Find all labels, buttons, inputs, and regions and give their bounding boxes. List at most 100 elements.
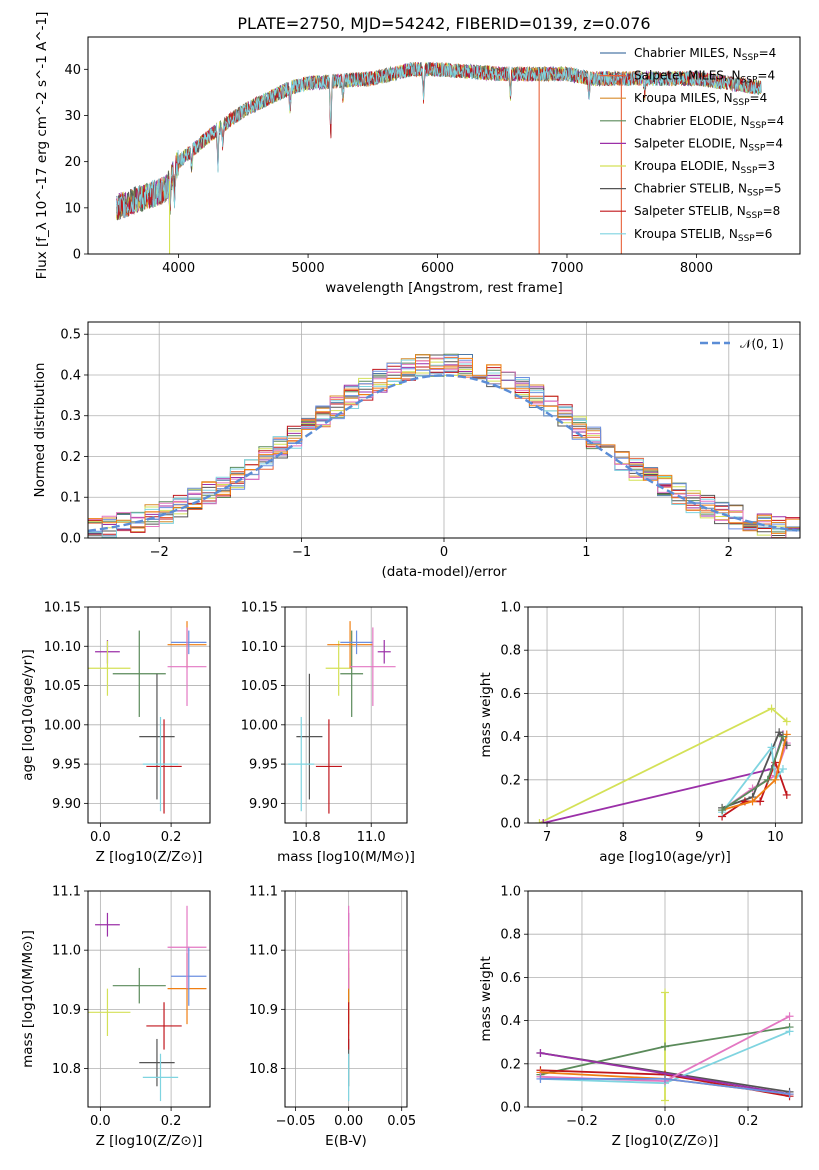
weight-marker	[661, 1042, 669, 1051]
plot-area	[88, 905, 207, 1102]
y-tick-label: 11.0	[52, 944, 81, 959]
legend-entry: Salpeter STELIB, NSSP=8	[634, 204, 780, 221]
y-axis-label: mass weight	[478, 672, 494, 757]
y-tick-label: 11.1	[249, 885, 278, 900]
y-tick-label: 0.1	[60, 491, 81, 506]
weight-marker	[718, 806, 727, 815]
panel-mass_weight_vs_age: 7 8 9 10 0.0 0.2 0.4 0.6 0.8 1.0 age [log10(age/yr…	[478, 601, 803, 865]
weight-marker	[767, 704, 776, 713]
y-tick-label: 10.05	[241, 679, 278, 694]
y-tick-label: 10.15	[44, 601, 81, 616]
x-axis-label: wavelength [Angstrom, rest frame]	[325, 280, 563, 296]
x-tick-label: 9	[695, 830, 703, 845]
panel-mass_vs_Z: 0.0 0.2 10.8 10.9 11.0 11.1 Z [log10(Z/Z⊙)] mas…	[20, 885, 211, 1149]
figure-title: PLATE=2750, MJD=54242, FIBERID=0139, z=0…	[237, 14, 650, 33]
plot-area	[536, 988, 794, 1105]
y-tick-label: 10.00	[241, 718, 278, 733]
residual-legend: 𝒩(0, 1)	[700, 337, 784, 351]
y-tick-label: 10.05	[44, 679, 81, 694]
y-axis-label: Flux [f_λ 10^-17 erg cm^-2 s^-1 A^-1]	[34, 12, 50, 280]
legend-entry: Chabrier MILES, NSSP=4	[634, 46, 776, 63]
spectrum-line	[116, 61, 762, 219]
y-tick-label: 0.4	[500, 1014, 521, 1029]
spectrum-legend: Chabrier MILES, NSSP=4 Salpeter MILES, NS…	[600, 46, 784, 244]
y-tick-label: 9.95	[249, 758, 278, 773]
weight-line	[539, 707, 788, 823]
x-tick-label: 4000	[162, 261, 195, 276]
y-tick-label: 1.0	[500, 885, 521, 900]
x-tick-label: 0	[440, 545, 448, 560]
axes-frame	[87, 606, 211, 824]
y-tick-label: 0.6	[500, 687, 521, 702]
legend-entry: Chabrier STELIB, NSSP=5	[634, 182, 782, 199]
axes-frame	[284, 606, 408, 824]
weight-marker	[771, 775, 780, 784]
y-axis-label: Normed distribution	[32, 363, 48, 498]
plot-area	[88, 621, 207, 814]
y-tick-label: 11.1	[52, 885, 81, 900]
normal-curve	[88, 374, 798, 533]
x-tick-label: 7000	[550, 261, 583, 276]
axes-frame	[87, 36, 801, 255]
x-tick-label: 0.2	[161, 1114, 182, 1129]
panel-mass_weight_vs_Z: −0.2 0.0 0.2 0.0 0.2 0.4 0.6 0.8 1.0 Z [log10(Z/Z…	[478, 885, 803, 1149]
y-tick-label: 0.0	[500, 817, 521, 832]
axes-frame	[87, 321, 801, 539]
weight-marker	[782, 730, 791, 739]
x-tick-label: 10	[767, 830, 784, 845]
y-tick-label: 0.4	[500, 730, 521, 745]
y-axis-label: age [log10(age/yr)]	[20, 649, 36, 781]
weight-marker	[782, 717, 791, 726]
legend-entry: Chabrier ELODIE, NSSP=4	[634, 114, 784, 131]
y-tick-label: 30	[64, 109, 81, 124]
y-tick-label: 10.15	[241, 601, 278, 616]
axes-frame	[87, 890, 211, 1108]
x-tick-label: 6000	[421, 261, 454, 276]
x-axis-label: Z [log10(Z/Z⊙)]	[96, 849, 203, 865]
panel-residuals: −2 −1 0 1 2 0.0 0.1 0.2 0.3 0.4 0.5 (data-model)/er…	[32, 321, 801, 580]
y-tick-label: 0.0	[500, 1101, 521, 1116]
axes-frame	[284, 890, 408, 1108]
axes-frame	[527, 606, 803, 824]
y-tick-label: 10.8	[52, 1062, 81, 1077]
legend-entry: 𝒩(0, 1)	[740, 337, 784, 351]
x-tick-label: 8000	[680, 261, 713, 276]
x-tick-label: 0.0	[90, 830, 111, 845]
plot-area	[88, 353, 800, 538]
y-tick-label: 0.5	[60, 328, 81, 343]
y-tick-label: 10.9	[249, 1003, 278, 1018]
legend-entry: Salpeter MILES, NSSP=4	[634, 69, 775, 86]
x-axis-label: age [log10(age/yr)]	[599, 849, 731, 865]
weight-marker	[782, 790, 791, 799]
panel-age_vs_Z: 0.0 0.2 9.90 9.95 10.00 10.05 10.10 10.15 Z [log…	[20, 601, 211, 865]
plot-area	[116, 61, 762, 254]
y-tick-label: 9.90	[249, 797, 278, 812]
y-tick-label: 0.2	[500, 1057, 521, 1072]
x-tick-label: −0.05	[276, 1114, 316, 1129]
x-tick-label: 0.2	[738, 1114, 759, 1129]
x-tick-label: −1	[292, 545, 311, 560]
y-tick-label: 0.8	[500, 928, 521, 943]
x-tick-label: 2	[725, 545, 733, 560]
legend-entry: Kroupa MILES, NSSP=4	[634, 91, 767, 108]
weight-marker	[748, 797, 757, 806]
x-axis-label: E(B-V)	[325, 1133, 367, 1149]
weight-marker	[785, 1027, 794, 1036]
y-tick-label: 0.3	[60, 409, 81, 424]
legend-entry: Kroupa STELIB, NSSP=6	[634, 227, 772, 244]
weight-marker	[775, 728, 784, 737]
x-tick-label: 10.8	[292, 830, 321, 845]
y-tick-label: 0.2	[500, 773, 521, 788]
weight-marker	[767, 743, 776, 752]
weight-marker	[661, 988, 669, 997]
weight-marker	[536, 1049, 545, 1057]
axes-frame	[527, 890, 803, 1108]
weight-marker	[778, 732, 787, 741]
weight-marker	[536, 1074, 545, 1083]
x-axis-label: Z [log10(Z/Z⊙)]	[96, 1133, 203, 1149]
x-tick-label: 1	[582, 545, 590, 560]
weight-marker	[535, 819, 544, 823]
x-tick-label: 8	[619, 830, 627, 845]
plot-area	[288, 621, 396, 814]
panel-mass_vs_EBV: −0.05 0.00 0.05 10.8 10.9 11.0 11.1 E(B-V)	[249, 885, 416, 1150]
